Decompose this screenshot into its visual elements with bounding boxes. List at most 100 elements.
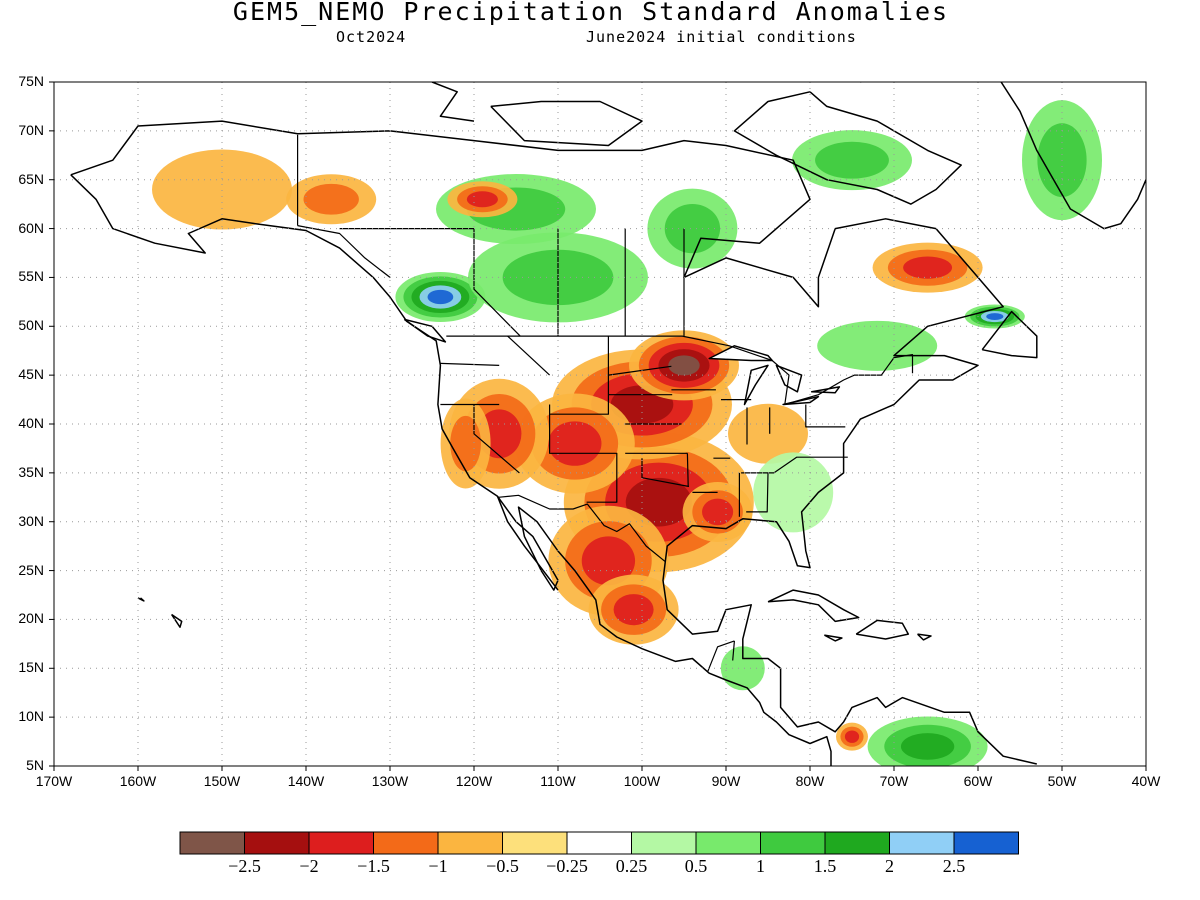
political-border (548, 404, 618, 503)
colorbar-swatch (824, 831, 890, 855)
anomaly-region (613, 594, 654, 626)
anomaly-region (720, 646, 765, 691)
colorbar-swatch (953, 831, 1019, 855)
longitude-label: 40W (1131, 773, 1161, 789)
longitude-label: 90W (711, 773, 741, 789)
political-border (498, 494, 666, 563)
anomaly-region (450, 415, 481, 472)
colorbar-swatch (179, 831, 245, 855)
lake-outline (782, 395, 820, 406)
longitude-label: 140W (287, 773, 325, 789)
colorbar-tick-label: 1 (756, 856, 765, 876)
coastline (490, 100, 643, 147)
coastline (137, 597, 145, 602)
colorbar-tick-label: 0.5 (684, 856, 708, 876)
latitude-label: 20N (18, 610, 44, 627)
anomaly-region (427, 289, 454, 305)
anomaly-region (668, 355, 700, 376)
latitude-label: 30N (18, 512, 44, 529)
longitude-label: 160W (119, 773, 157, 789)
longitude-label: 130W (371, 773, 409, 789)
anomaly-region (548, 421, 602, 466)
latitude-label: 15N (18, 659, 44, 676)
latitude-label: 70N (18, 121, 44, 138)
colorbar-swatch (760, 831, 826, 855)
political-border (641, 458, 690, 488)
longitude-label: 150W (203, 773, 241, 789)
colorbar-swatch (502, 831, 568, 855)
latitude-label: 55N (18, 268, 44, 285)
anomaly-region (702, 498, 734, 526)
coastline (431, 82, 475, 122)
latitude-label: 35N (18, 463, 44, 480)
latitude-label: 10N (18, 708, 44, 725)
coastline (403, 318, 447, 343)
colorbar-tick-label: −0.25 (546, 856, 588, 876)
colorbar-swatch (244, 831, 310, 855)
political-border (732, 640, 735, 661)
latitude-label: 60N (18, 219, 44, 236)
coastline (733, 91, 962, 205)
longitude-label: 80W (795, 773, 825, 789)
longitude-label: 120W (455, 773, 493, 789)
political-border (608, 365, 672, 376)
colorbar-tick-label: −2 (299, 856, 319, 876)
lake-outline (708, 345, 773, 362)
colorbar-tick-label: 0.25 (615, 856, 648, 876)
anomaly-region (815, 141, 889, 179)
political-border (507, 335, 551, 376)
lake-outline (810, 386, 841, 394)
coastline (916, 633, 932, 641)
anomaly-region (303, 183, 359, 215)
coastline (767, 589, 860, 623)
political-border (297, 225, 391, 278)
colorbar-tick-label: −1 (428, 856, 448, 876)
colorbar-tick-label: 1.5 (813, 856, 837, 876)
anomaly-region (903, 256, 953, 279)
latitude-label: 65N (18, 170, 44, 187)
colorbar-tick-label: −2.5 (228, 856, 261, 876)
coastline (855, 619, 910, 640)
initial-conditions-label: June2024 initial conditions (586, 28, 857, 46)
colorbar-swatch (889, 831, 955, 855)
latitude-label: 45N (18, 366, 44, 383)
longitude-label: 110W (540, 773, 576, 789)
colorbar-tick-label: 2 (885, 856, 894, 876)
colorbar-swatch (308, 831, 374, 855)
latitude-label: 50N (18, 317, 44, 334)
valid-month-label: Oct2024 (336, 28, 407, 46)
colorbar-tick-label: −1.5 (357, 856, 390, 876)
political-border (440, 362, 500, 366)
latitude-label: 75N (18, 73, 44, 89)
colorbar-swatch (566, 831, 632, 855)
latitude-label: 5N (26, 757, 44, 773)
colorbar-swatch (437, 831, 503, 855)
map-title: GEM5_NEMO Precipitation Standard Anomali… (232, 0, 950, 26)
colorbar-tick-label: 2.5 (942, 856, 966, 876)
coastline (823, 634, 843, 642)
colorbar-swatch (631, 831, 697, 855)
longitude-label: 70W (879, 773, 909, 789)
coastline (496, 496, 559, 591)
anomaly-region (817, 320, 938, 371)
political-border (473, 228, 521, 337)
lake-outline (743, 364, 769, 406)
political-border (473, 404, 520, 474)
coastline (860, 82, 1146, 230)
longitude-label: 170W (35, 773, 73, 789)
colorbar-tick-label: −0.5 (486, 856, 519, 876)
political-border (805, 404, 846, 428)
anomaly-region (844, 730, 860, 743)
anomaly-region (986, 313, 1004, 320)
anomaly-region (152, 149, 292, 230)
coastline (70, 174, 832, 766)
political-border (746, 472, 769, 513)
anomaly-region (664, 203, 721, 254)
anomaly-region (581, 536, 636, 586)
political-border (741, 456, 848, 474)
colorbar-swatch (373, 831, 439, 855)
longitude-label: 50W (1047, 773, 1077, 789)
latitude-label: 40N (18, 415, 44, 431)
longitude-label: 100W (623, 773, 661, 789)
